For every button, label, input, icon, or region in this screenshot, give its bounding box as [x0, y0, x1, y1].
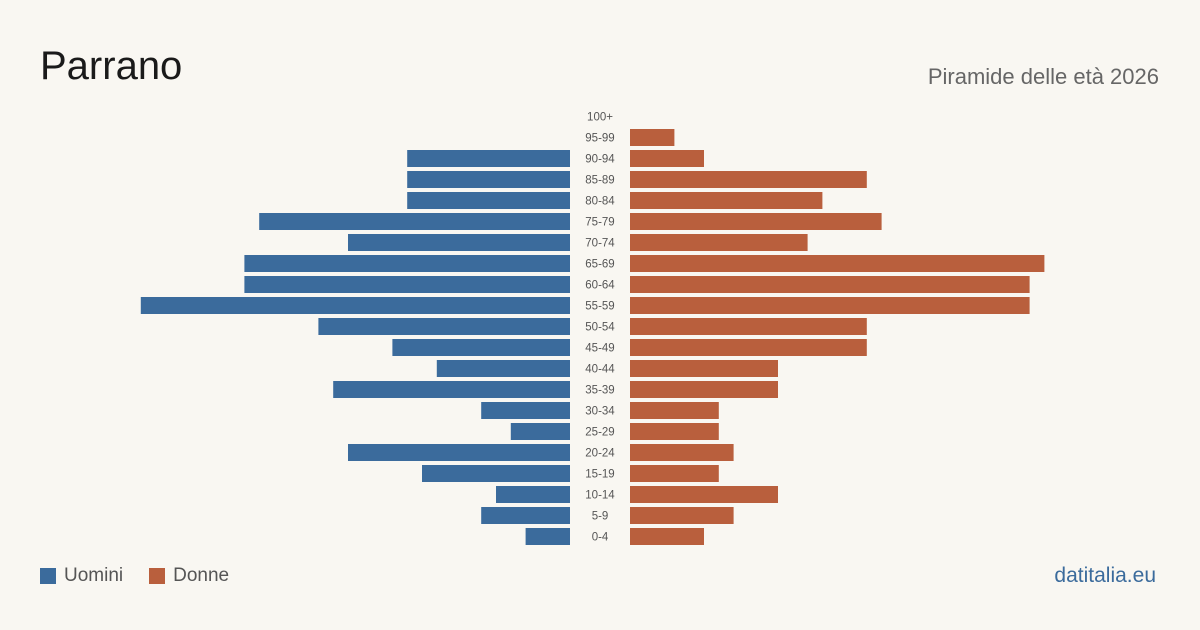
legend-item-men: Uomini	[40, 565, 123, 587]
bar-men-70-74	[348, 234, 570, 251]
age-label-25-29: 25-29	[585, 427, 614, 439]
bar-men-90-94	[407, 150, 570, 167]
bar-men-25-29	[510, 423, 570, 440]
bar-men-45-49	[392, 339, 570, 356]
bar-women-25-29	[630, 423, 719, 440]
bar-men-75-79	[259, 213, 570, 230]
bar-women-80-84	[630, 192, 823, 209]
bar-women-0-4	[630, 528, 704, 545]
bar-men-5-9	[481, 507, 570, 524]
age-label-30-34: 30-34	[585, 406, 615, 418]
bar-women-35-39	[630, 381, 778, 398]
bar-women-95-99	[630, 129, 675, 146]
bar-women-55-59	[630, 297, 1030, 314]
legend-label-women: Donne	[173, 565, 230, 586]
age-label-60-64: 60-64	[585, 280, 615, 292]
bar-women-15-19	[630, 465, 719, 482]
bar-women-10-14	[630, 486, 778, 503]
age-label-80-84: 80-84	[585, 196, 615, 208]
age-label-0-4: 0-4	[592, 532, 609, 544]
bar-men-85-89	[407, 171, 570, 188]
legend-swatch-men	[40, 568, 56, 584]
age-label-90-94: 90-94	[585, 154, 615, 166]
age-label-85-89: 85-89	[585, 175, 614, 187]
bar-women-65-69	[630, 255, 1045, 272]
legend-item-women: Donne	[149, 565, 229, 587]
age-label-70-74: 70-74	[585, 238, 615, 250]
bar-women-20-24	[630, 444, 734, 461]
age-label-5-9: 5-9	[592, 511, 609, 523]
bar-men-55-59	[140, 297, 571, 314]
bar-men-40-44	[436, 360, 570, 377]
bar-women-45-49	[630, 339, 867, 356]
legend: Uomini Donne	[40, 565, 255, 587]
bar-women-75-79	[630, 213, 882, 230]
age-label-95-99: 95-99	[585, 133, 614, 145]
age-label-65-69: 65-69	[585, 259, 614, 271]
bar-women-60-64	[630, 276, 1030, 293]
bar-men-30-34	[481, 402, 570, 419]
bar-women-50-54	[630, 318, 867, 335]
age-label-20-24: 20-24	[585, 448, 615, 460]
age-label-45-49: 45-49	[585, 343, 614, 355]
bar-women-5-9	[630, 507, 734, 524]
age-label-40-44: 40-44	[585, 364, 615, 376]
legend-swatch-women	[149, 568, 166, 584]
bar-men-65-69	[244, 255, 570, 272]
age-label-55-59: 55-59	[585, 301, 614, 313]
bar-men-20-24	[348, 444, 570, 461]
legend-label-men: Uomini	[64, 565, 124, 586]
bar-women-70-74	[630, 234, 808, 251]
age-label-35-39: 35-39	[585, 385, 614, 397]
age-label-75-79: 75-79	[585, 217, 614, 229]
age-label-50-54: 50-54	[585, 322, 615, 334]
bar-women-90-94	[630, 150, 704, 167]
page-title: Parrano	[40, 44, 183, 88]
bar-women-30-34	[630, 402, 719, 419]
age-label-100+: 100+	[587, 112, 613, 124]
bar-men-80-84	[407, 192, 570, 209]
age-label-15-19: 15-19	[585, 469, 614, 481]
bar-women-40-44	[630, 360, 778, 377]
bar-men-60-64	[244, 276, 570, 293]
bar-men-35-39	[333, 381, 570, 398]
bar-men-10-14	[496, 486, 570, 503]
bar-men-0-4	[525, 528, 570, 545]
bar-men-15-19	[422, 465, 570, 482]
age-label-10-14: 10-14	[585, 490, 615, 502]
chart-subtitle: Piramide delle età 2026	[927, 64, 1159, 89]
bar-men-50-54	[318, 318, 570, 335]
source-link[interactable]: datitalia.eu	[1054, 564, 1156, 587]
bar-women-85-89	[630, 171, 867, 188]
